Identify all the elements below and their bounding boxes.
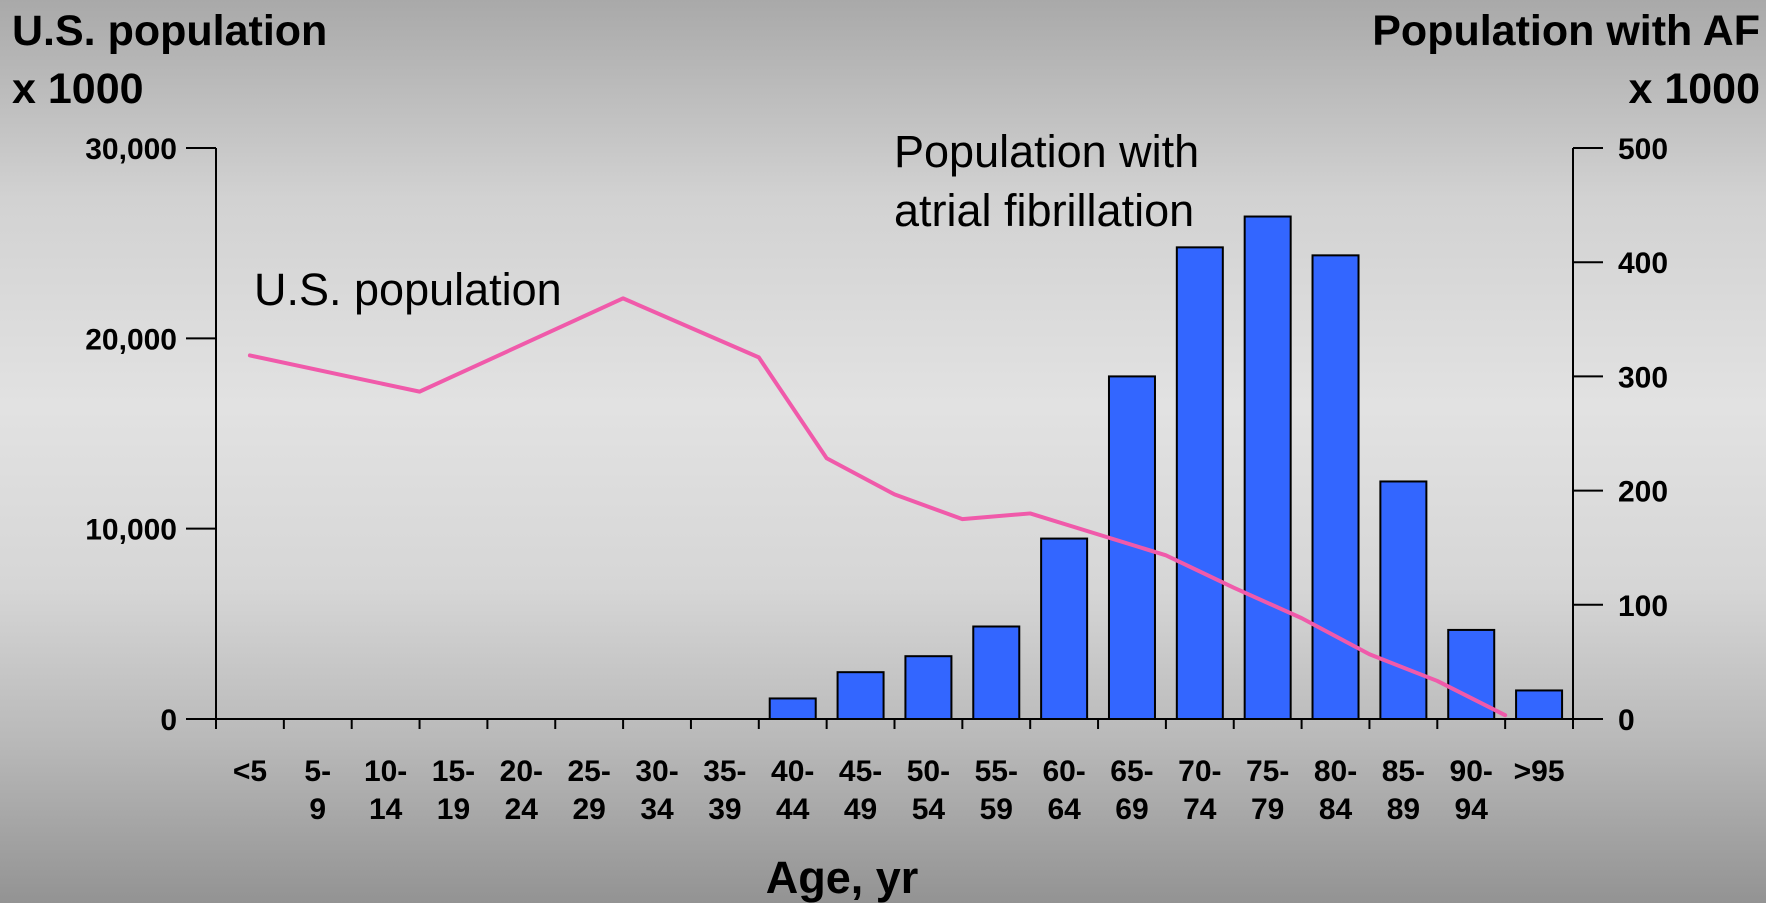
left-axis-tick-label: 0 — [160, 704, 177, 737]
bar-series — [768, 215, 1564, 721]
x-axis-tick-label: 30- — [635, 755, 678, 788]
line-series-label: U.S. population — [254, 264, 562, 315]
left-axis-tick-label: 30,000 — [85, 133, 177, 166]
tick-labels: 0 10,000 20,000 30,000 0 100 200 300 400 500 <5 5- 9… — [85, 133, 1668, 826]
right-axis-tick-label: 200 — [1618, 476, 1668, 509]
x-axis-tick-label: 74 — [1183, 793, 1217, 826]
left-axis-title-line-2: x 1000 — [12, 65, 144, 113]
x-axis-tick-label: 29 — [572, 793, 605, 826]
x-axis-tick-label: 69 — [1115, 793, 1148, 826]
x-axis-tick-label: 85- — [1382, 755, 1425, 788]
right-axis-title-line-1: Population with AF — [1372, 7, 1760, 55]
x-axis-tick-label: 35- — [703, 755, 746, 788]
us-population-line — [247, 296, 1508, 718]
af-bar — [972, 625, 1021, 720]
right-axis-tick-label: 400 — [1618, 247, 1668, 280]
x-axis-tick-label: 65- — [1110, 755, 1153, 788]
x-axis-tick-label: 55- — [975, 755, 1018, 788]
x-axis-tick-label: <5 — [233, 755, 267, 788]
af-bar — [1107, 375, 1156, 720]
af-bar — [1311, 254, 1360, 721]
x-axis-tick-label: 24 — [505, 793, 539, 826]
x-axis-tick-label: 70- — [1178, 755, 1221, 788]
af-bar — [1243, 215, 1292, 721]
af-bar — [904, 655, 953, 721]
left-axis-title: U.S. population x 1000 — [12, 2, 327, 118]
x-axis-tick-label: 19 — [437, 793, 470, 826]
x-axis-tick-label: 59 — [980, 793, 1013, 826]
x-axis-tick-label: 80- — [1314, 755, 1357, 788]
af-bar — [1379, 480, 1428, 720]
x-axis-tick-label: 40- — [771, 755, 814, 788]
x-axis-tick-label: 10- — [364, 755, 407, 788]
x-axis-tick-label: 60- — [1042, 755, 1085, 788]
x-axis-tick-label: 50- — [907, 755, 950, 788]
right-axis-tick-label: 500 — [1618, 133, 1668, 166]
af-bar — [1040, 537, 1089, 721]
left-axis-tick-label: 20,000 — [85, 323, 177, 356]
x-axis-tick-label: 75- — [1246, 755, 1289, 788]
x-axis-tick-label: 34 — [640, 793, 674, 826]
x-axis-tick-label: 49 — [844, 793, 877, 826]
af-bar — [768, 697, 817, 720]
right-axis-title-line-2: x 1000 — [1628, 65, 1760, 113]
right-axis-tick-label: 100 — [1618, 590, 1668, 623]
af-bar — [1447, 628, 1496, 721]
x-axis-tick-label: 5- — [304, 755, 331, 788]
x-axis-tick-label: 45- — [839, 755, 882, 788]
bar-series-label-line-2: atrial fibrillation — [894, 185, 1194, 236]
x-axis-tick-label: 39 — [708, 793, 741, 826]
x-axis-tick-label: 64 — [1047, 793, 1081, 826]
x-axis-tick-label: >95 — [1514, 755, 1565, 788]
af-bar — [1515, 689, 1564, 721]
af-bar — [836, 671, 885, 720]
x-axis-tick-label: 14 — [369, 793, 403, 826]
x-axis-tick-label: 94 — [1455, 793, 1489, 826]
af-bar — [1175, 246, 1224, 720]
x-axis-tick-label: 44 — [776, 793, 810, 826]
bar-series-label-line-1: Population with — [894, 126, 1199, 177]
line-series — [247, 296, 1508, 718]
right-axis-title: Population with AF x 1000 — [1372, 2, 1760, 118]
x-axis-tick-label: 9 — [309, 793, 326, 826]
left-axis-title-line-1: U.S. population — [12, 7, 328, 55]
x-axis-tick-label: 84 — [1319, 793, 1353, 826]
x-axis-tick-label: 15- — [432, 755, 475, 788]
x-axis-tick-label: 79 — [1251, 793, 1284, 826]
left-axis-tick-label: 10,000 — [85, 514, 177, 547]
x-axis-tick-label: 89 — [1387, 793, 1420, 826]
x-axis-tick-label: 90- — [1450, 755, 1493, 788]
x-axis-tick-label: 20- — [500, 755, 543, 788]
right-axis-tick-label: 300 — [1618, 361, 1668, 394]
right-axis-tick-label: 0 — [1618, 704, 1635, 737]
x-axis-tick-label: 25- — [567, 755, 610, 788]
x-axis-tick-label: 54 — [912, 793, 946, 826]
x-axis-title: Age, yr — [766, 852, 919, 903]
